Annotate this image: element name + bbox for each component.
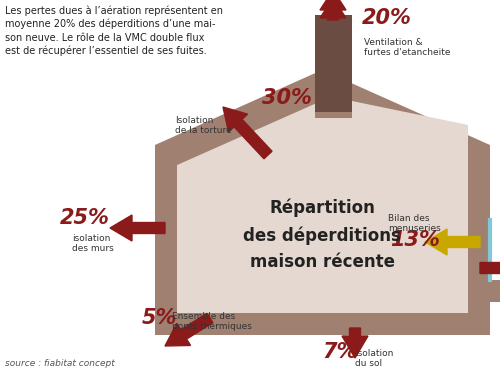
Text: isolation
des murs: isolation des murs: [72, 234, 114, 253]
Bar: [315, 15, 352, 112]
Text: 13%: 13%: [390, 230, 440, 250]
FancyArrow shape: [320, 0, 346, 18]
FancyArrow shape: [110, 215, 165, 241]
Bar: [490, 280, 500, 302]
Text: 25%: 25%: [60, 208, 110, 228]
FancyArrow shape: [320, 0, 346, 20]
Text: 7%: 7%: [322, 342, 358, 362]
FancyArrow shape: [223, 107, 272, 159]
Text: Ventilation &
furtes d'etancheite: Ventilation & furtes d'etancheite: [364, 38, 450, 57]
Text: Isolation
de la torture: Isolation de la torture: [175, 116, 232, 135]
FancyArrow shape: [342, 328, 368, 358]
Text: Ensemble des
ponts thermiques: Ensemble des ponts thermiques: [172, 312, 252, 331]
FancyArrow shape: [165, 313, 213, 346]
Text: Répartition
des déperditions
maison récente: Répartition des déperditions maison réce…: [243, 199, 401, 271]
Text: 30%: 30%: [262, 88, 312, 108]
Polygon shape: [177, 97, 468, 313]
Text: Bilan des
menuseries: Bilan des menuseries: [388, 214, 441, 233]
Text: source : fiabitat concept: source : fiabitat concept: [5, 359, 115, 368]
Polygon shape: [155, 70, 490, 335]
Text: isolation
du sol: isolation du sol: [355, 349, 394, 368]
FancyArrow shape: [425, 229, 480, 255]
FancyArrow shape: [480, 255, 500, 281]
Bar: [315, 88, 352, 118]
Text: 5%: 5%: [142, 308, 178, 328]
Text: 20%: 20%: [362, 8, 412, 28]
Text: Les pertes dues à l’aération représentent en
moyenne 20% des déperditions d’une : Les pertes dues à l’aération représenten…: [5, 5, 223, 57]
